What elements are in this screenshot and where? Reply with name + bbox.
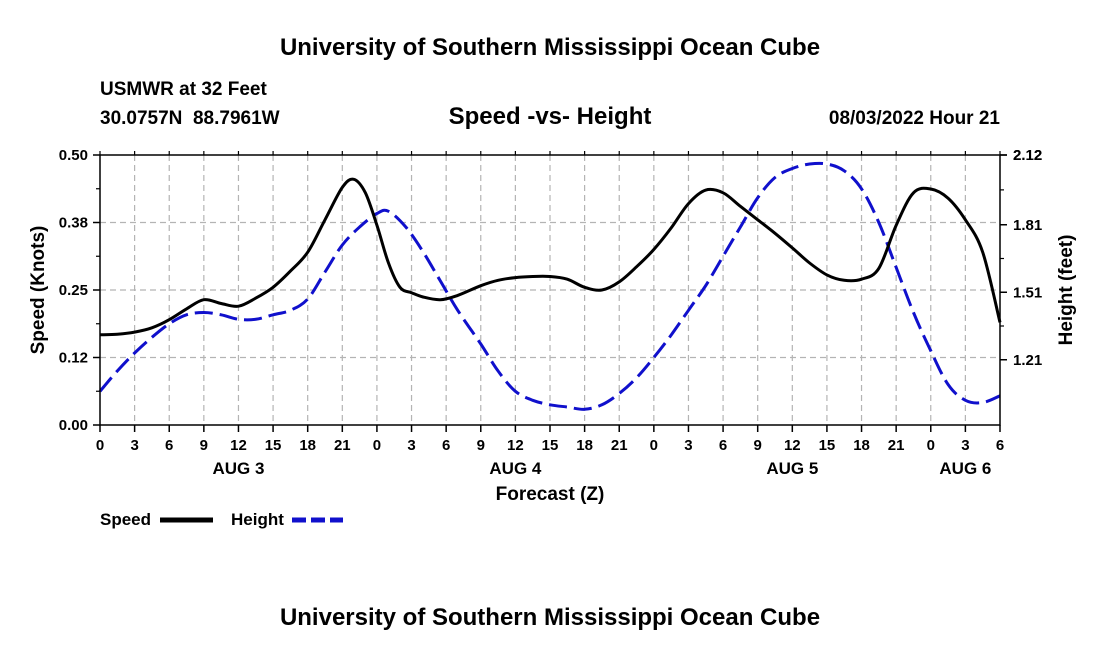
x-tick-label: 0: [96, 437, 104, 454]
x-tick-label: 3: [684, 437, 692, 454]
day-label: AUG 3: [212, 459, 264, 478]
x-tick-label: 9: [200, 437, 208, 454]
x-tick-label: 21: [611, 437, 628, 454]
y-right-tick-label: 1.81: [1013, 217, 1042, 234]
legend-speed-label: Speed: [100, 510, 151, 529]
y-left-tick-label: 0.12: [59, 350, 88, 367]
x-tick-label: 3: [130, 437, 138, 454]
x-tick-label: 12: [230, 437, 247, 454]
x-tick-label: 0: [650, 437, 658, 454]
y-left-tick-label: 0.50: [59, 147, 88, 164]
x-tick-label: 21: [888, 437, 905, 454]
x-tick-label: 6: [719, 437, 727, 454]
x-tick-label: 3: [961, 437, 969, 454]
x-tick-label: 0: [927, 437, 935, 454]
x-axis-label: Forecast (Z): [496, 484, 605, 505]
footer-title: University of Southern Mississippi Ocean…: [280, 604, 820, 631]
x-tick-label: 0: [373, 437, 381, 454]
plot-title: Speed -vs- Height: [449, 103, 652, 130]
day-label: AUG 6: [939, 459, 991, 478]
x-tick-label: 6: [442, 437, 450, 454]
x-tick-label: 12: [784, 437, 801, 454]
x-tick-label: 9: [754, 437, 762, 454]
legend-height-label: Height: [231, 510, 284, 529]
x-tick-label: 21: [334, 437, 351, 454]
y-right-tick-label: 1.21: [1013, 352, 1042, 369]
station-label: USMWR at 32 Feet: [100, 79, 267, 100]
page-title: University of Southern Mississippi Ocean…: [280, 34, 820, 61]
height-series-line: [98, 161, 1001, 411]
day-label: AUG 4: [489, 459, 542, 478]
y-left-tick-label: 0.25: [59, 282, 88, 299]
x-tick-label: 9: [477, 437, 485, 454]
x-tick-label: 3: [407, 437, 415, 454]
forecast-date: 08/03/2022 Hour 21: [829, 108, 1001, 129]
day-label: AUG 5: [766, 459, 818, 478]
legend: Speed Height: [100, 510, 343, 529]
series-layer: [98, 161, 1002, 411]
x-tick-label: 15: [819, 437, 836, 454]
x-tick-label: 18: [576, 437, 593, 454]
y-left-tick-label: 0.38: [59, 215, 88, 232]
x-tick-label: 18: [853, 437, 870, 454]
axes: 0 3 6 9 12 15 18 21 0 3 6 9 12 15 18 21 0 3 6 9 12 15 18 21 0 3 6A…: [59, 147, 1042, 478]
x-tick-label: 12: [507, 437, 524, 454]
y-right-tick-label: 2.12: [1013, 147, 1042, 164]
coordinates-label: 30.0757N 88.7961W: [100, 108, 280, 129]
y-left-tick-label: 0.00: [59, 417, 88, 434]
x-tick-label: 15: [265, 437, 282, 454]
x-tick-label: 6: [165, 437, 173, 454]
y-right-tick-label: 1.51: [1013, 284, 1042, 301]
x-tick-label: 6: [996, 437, 1004, 454]
x-tick-label: 15: [542, 437, 559, 454]
y-axis-right-label: Height (feet): [1056, 235, 1077, 346]
y-right-tick-label: 2.12: [1013, 147, 1042, 164]
x-tick-label: 18: [299, 437, 316, 454]
y-axis-left-label: Speed (Knots): [28, 226, 49, 355]
speed-series-line: [99, 177, 1002, 337]
